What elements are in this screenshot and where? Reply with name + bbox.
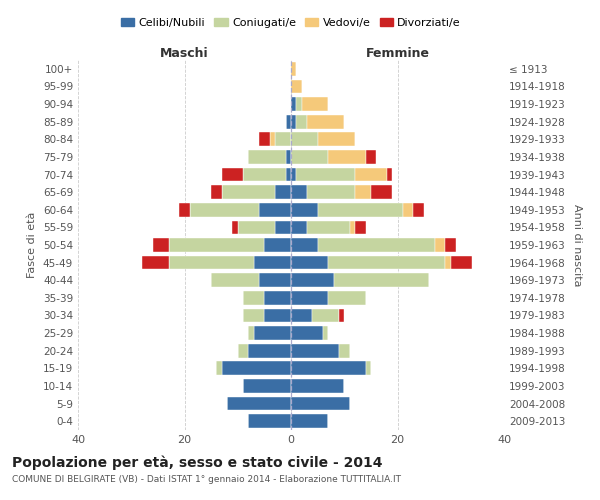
Bar	[275, 186, 291, 199]
Bar	[296, 97, 302, 111]
Bar	[211, 274, 259, 287]
Bar	[275, 220, 291, 234]
Bar	[227, 396, 291, 410]
Bar	[243, 308, 265, 322]
Bar	[339, 344, 350, 358]
Bar	[190, 203, 259, 216]
Bar	[291, 414, 328, 428]
Bar	[291, 274, 334, 287]
Bar	[291, 186, 307, 199]
Bar	[435, 238, 445, 252]
Bar	[350, 220, 355, 234]
Y-axis label: Anni di nascita: Anni di nascita	[572, 204, 582, 286]
Bar	[307, 115, 344, 128]
Bar	[307, 220, 350, 234]
Bar	[217, 362, 222, 375]
Bar	[291, 80, 302, 94]
Bar	[270, 132, 275, 146]
Bar	[238, 220, 275, 234]
Bar	[355, 186, 371, 199]
Bar	[259, 274, 291, 287]
Bar	[248, 150, 286, 164]
Bar	[259, 132, 270, 146]
Bar	[222, 168, 243, 181]
Bar	[243, 168, 286, 181]
Bar	[265, 291, 291, 304]
Bar	[291, 308, 313, 322]
Bar	[291, 344, 339, 358]
Bar	[413, 203, 424, 216]
Bar	[291, 203, 317, 216]
Bar	[286, 168, 291, 181]
Bar	[286, 115, 291, 128]
Bar	[254, 326, 291, 340]
Bar	[286, 150, 291, 164]
Bar	[445, 238, 456, 252]
Bar	[254, 256, 291, 270]
Bar	[403, 203, 413, 216]
Bar	[451, 256, 472, 270]
Bar	[365, 150, 376, 164]
Bar	[248, 414, 291, 428]
Bar	[152, 238, 169, 252]
Text: COMUNE DI BELGIRATE (VB) - Dati ISTAT 1° gennaio 2014 - Elaborazione TUTTITALIA.: COMUNE DI BELGIRATE (VB) - Dati ISTAT 1°…	[12, 475, 401, 484]
Bar	[317, 203, 403, 216]
Bar	[334, 274, 430, 287]
Bar	[211, 186, 222, 199]
Text: Maschi: Maschi	[160, 47, 209, 60]
Text: Femmine: Femmine	[365, 47, 430, 60]
Text: Popolazione per età, sesso e stato civile - 2014: Popolazione per età, sesso e stato civil…	[12, 455, 383, 469]
Bar	[291, 256, 328, 270]
Bar	[296, 168, 355, 181]
Bar	[232, 220, 238, 234]
Bar	[179, 203, 190, 216]
Bar	[291, 396, 350, 410]
Bar	[317, 132, 355, 146]
Bar	[291, 132, 317, 146]
Bar	[445, 256, 451, 270]
Bar	[328, 291, 365, 304]
Bar	[291, 291, 328, 304]
Bar	[365, 362, 371, 375]
Bar	[248, 344, 291, 358]
Bar	[328, 256, 445, 270]
Bar	[302, 97, 328, 111]
Bar	[291, 362, 365, 375]
Bar	[265, 308, 291, 322]
Bar	[371, 186, 392, 199]
Bar	[328, 150, 365, 164]
Bar	[355, 220, 365, 234]
Y-axis label: Fasce di età: Fasce di età	[28, 212, 37, 278]
Bar	[238, 344, 248, 358]
Bar	[339, 308, 344, 322]
Bar	[259, 203, 291, 216]
Bar	[291, 326, 323, 340]
Bar	[317, 238, 435, 252]
Bar	[355, 168, 387, 181]
Bar	[313, 308, 339, 322]
Bar	[291, 238, 317, 252]
Bar	[243, 379, 291, 393]
Bar	[291, 150, 328, 164]
Bar	[169, 256, 254, 270]
Bar	[222, 362, 291, 375]
Bar	[323, 326, 328, 340]
Bar	[291, 168, 296, 181]
Bar	[387, 168, 392, 181]
Bar	[291, 115, 296, 128]
Bar	[296, 115, 307, 128]
Bar	[291, 97, 296, 111]
Bar	[291, 220, 307, 234]
Bar	[265, 238, 291, 252]
Bar	[291, 62, 296, 76]
Bar	[291, 379, 344, 393]
Bar	[307, 186, 355, 199]
Bar	[142, 256, 169, 270]
Bar	[222, 186, 275, 199]
Bar	[248, 326, 254, 340]
Bar	[169, 238, 265, 252]
Bar	[275, 132, 291, 146]
Legend: Celibi/Nubili, Coniugati/e, Vedovi/e, Divorziati/e: Celibi/Nubili, Coniugati/e, Vedovi/e, Di…	[116, 14, 466, 32]
Bar	[243, 291, 265, 304]
